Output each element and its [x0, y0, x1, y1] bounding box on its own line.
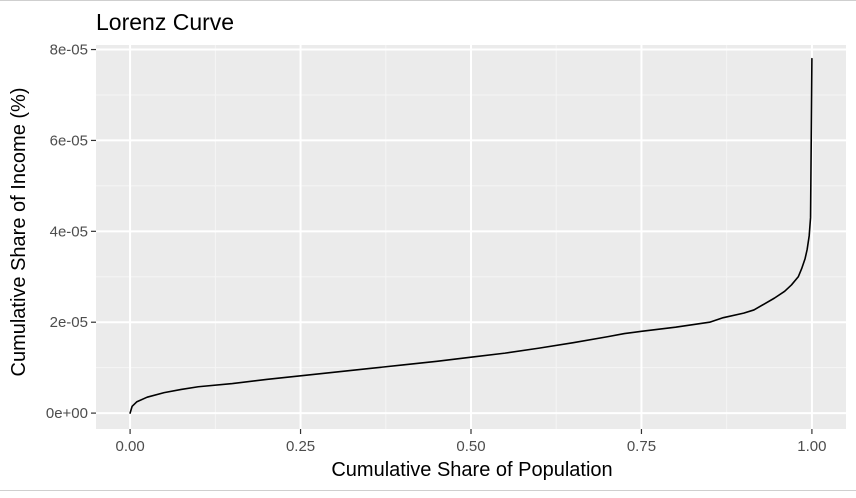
lorenz-curve-line — [129, 57, 813, 414]
y-tick-label: 6e-05 — [50, 132, 88, 149]
x-tick-label: 1.00 — [797, 438, 826, 455]
y-tick-label: 8e-05 — [50, 42, 88, 59]
x-axis: 0.00 0.25 0.50 0.75 1.00 — [115, 429, 827, 455]
y-axis-title: Cumulative Share of Income (%) — [8, 87, 30, 376]
bottom-border — [0, 490, 856, 491]
series-layer — [129, 57, 813, 414]
x-tick-label: 0.00 — [115, 438, 144, 455]
y-tick-label: 0e+00 — [46, 405, 88, 422]
x-tick-label: 0.75 — [627, 438, 656, 455]
y-tick-label: 2e-05 — [50, 314, 88, 331]
x-tick-label: 0.25 — [286, 438, 315, 455]
major-gridlines — [96, 45, 846, 429]
top-border — [0, 0, 856, 1]
y-tick-label: 4e-05 — [50, 223, 88, 240]
y-axis: 0e+00 2e-05 4e-05 6e-05 8e-05 — [46, 42, 96, 422]
chart-title: Lorenz Curve — [96, 9, 234, 35]
x-axis-title: Cumulative Share of Population — [331, 459, 612, 481]
x-tick-label: 0.50 — [456, 438, 485, 455]
